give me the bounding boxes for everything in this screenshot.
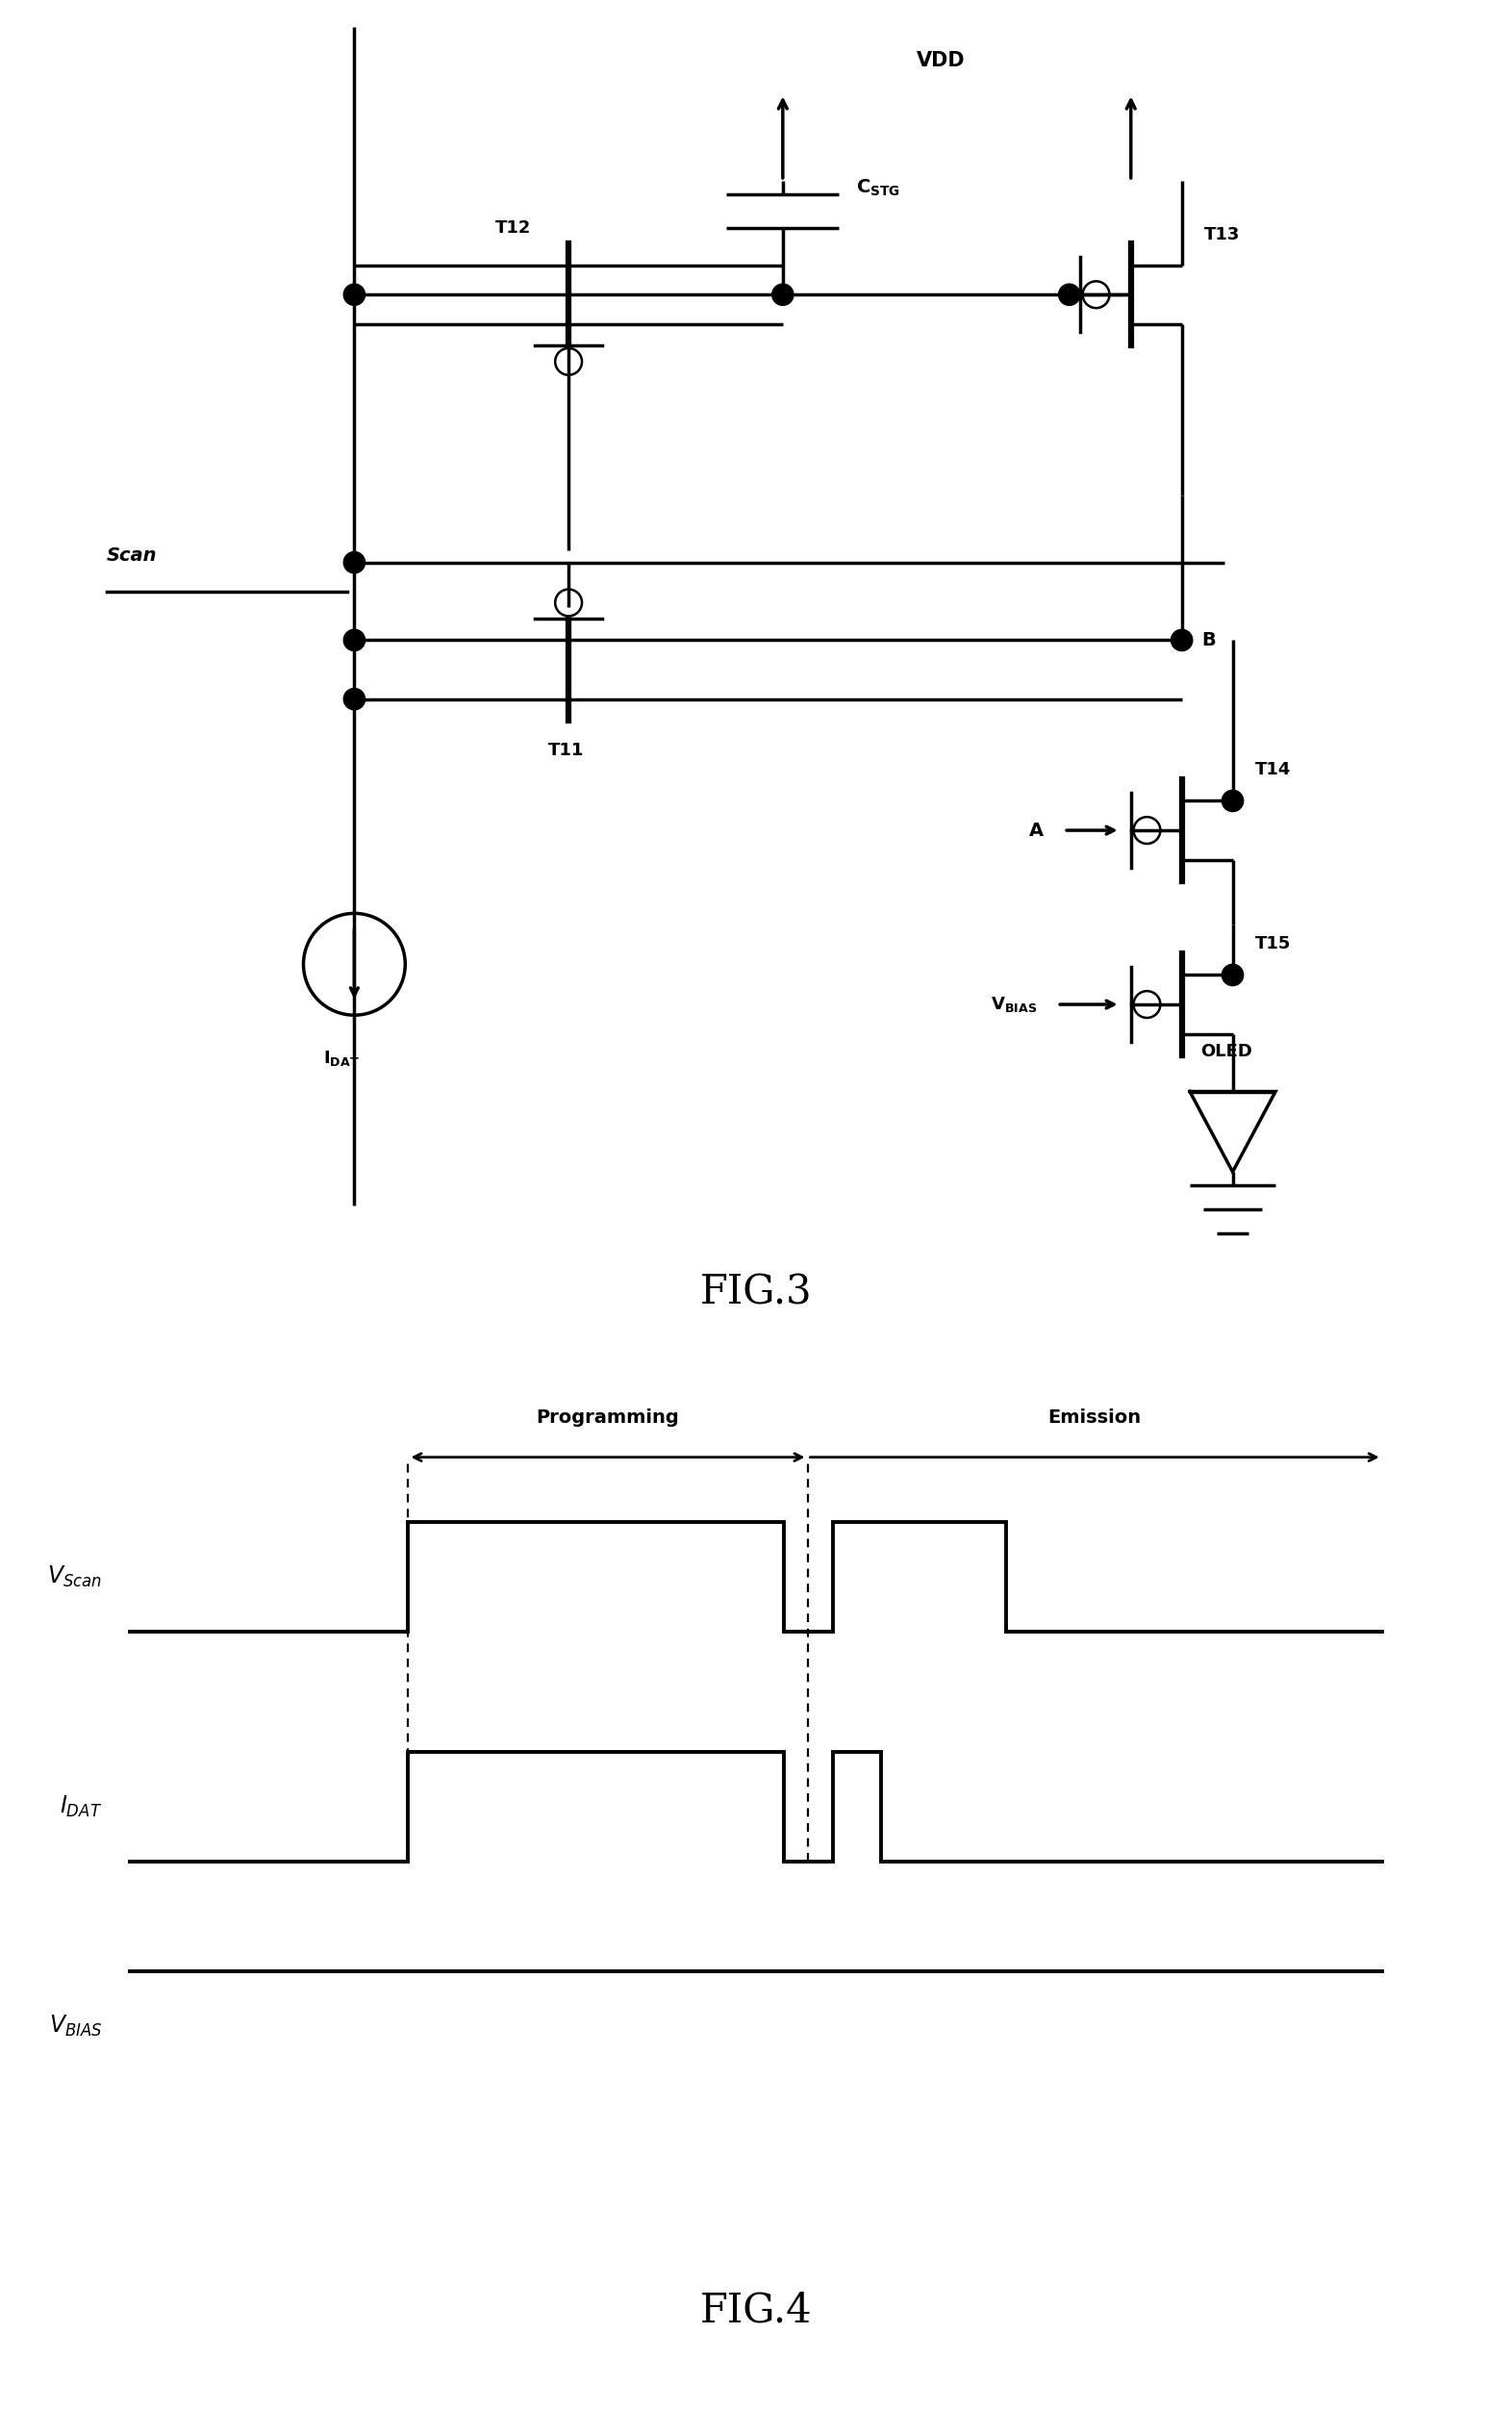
Text: T11: T11 — [549, 740, 585, 760]
Text: $V_{BIAS}$: $V_{BIAS}$ — [48, 2014, 103, 2038]
Circle shape — [1058, 285, 1080, 304]
Circle shape — [343, 628, 364, 650]
Text: T14: T14 — [1255, 762, 1291, 779]
Circle shape — [1172, 628, 1193, 650]
Text: FIG.4: FIG.4 — [700, 2291, 812, 2330]
Text: T15: T15 — [1255, 935, 1291, 952]
Text: Programming: Programming — [537, 1407, 679, 1427]
Circle shape — [1222, 789, 1243, 811]
Text: $\mathbf{V_{BIAS}}$: $\mathbf{V_{BIAS}}$ — [990, 996, 1037, 1013]
Text: $\mathbf{C_{STG}}$: $\mathbf{C_{STG}}$ — [856, 178, 901, 197]
Text: $I_{DAT}$: $I_{DAT}$ — [60, 1795, 103, 1819]
Text: VDD: VDD — [916, 51, 965, 71]
Text: A: A — [1030, 821, 1043, 840]
Text: B: B — [1202, 631, 1216, 650]
Text: $V_{Scan}$: $V_{Scan}$ — [47, 1563, 103, 1590]
Circle shape — [343, 285, 364, 304]
Text: $\mathbf{I_{DAT}}$: $\mathbf{I_{DAT}}$ — [322, 1049, 358, 1067]
Text: Scan: Scan — [107, 545, 157, 565]
Text: T13: T13 — [1205, 226, 1240, 244]
Circle shape — [343, 553, 364, 572]
Circle shape — [773, 285, 794, 304]
Text: Emission: Emission — [1048, 1407, 1142, 1427]
Circle shape — [343, 689, 364, 711]
Text: FIG.3: FIG.3 — [700, 1271, 812, 1312]
Circle shape — [1222, 964, 1243, 986]
Text: T12: T12 — [494, 219, 531, 236]
Text: OLED: OLED — [1201, 1042, 1252, 1059]
